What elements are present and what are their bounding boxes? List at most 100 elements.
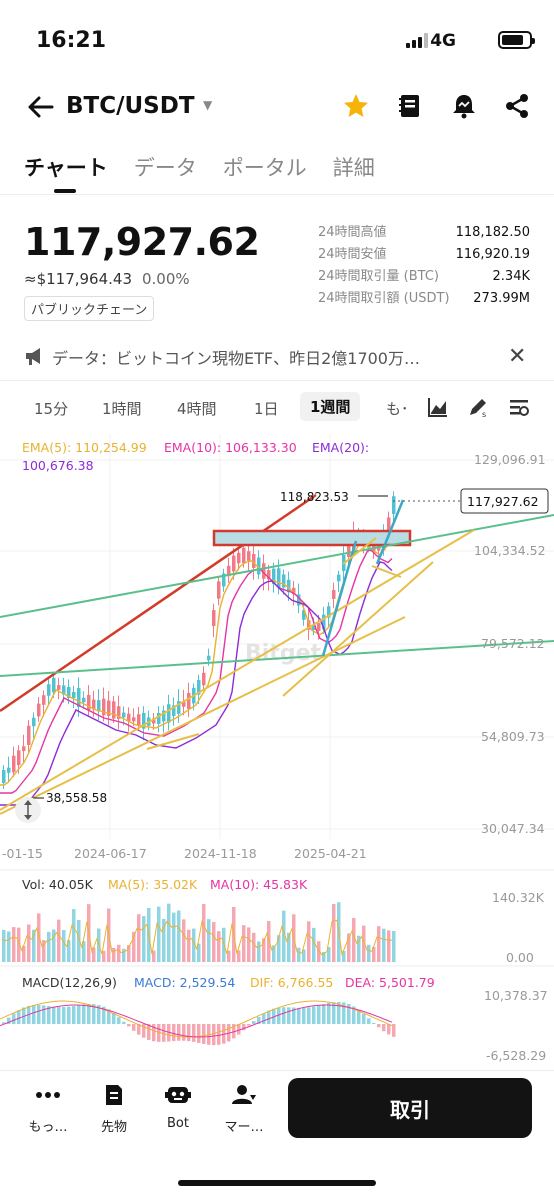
yellow-trendline-4[interactable] — [146, 733, 200, 750]
interval-1h[interactable]: 1時間 — [102, 400, 142, 418]
yellow-trendline-1[interactable] — [0, 529, 475, 811]
candle — [127, 713, 131, 722]
tab-data[interactable]: データ — [133, 156, 197, 180]
volume-bar — [17, 927, 21, 962]
kline-chart[interactable]: Bitget 117,927.62 118,823.53 38,558.58 1… — [0, 434, 554, 1070]
volume-bar — [152, 950, 156, 962]
draw-tool-icon[interactable]: s — [467, 396, 489, 418]
stat-value: 118,182.50 — [455, 225, 530, 240]
candle — [282, 574, 286, 588]
macd-bar — [267, 1010, 271, 1024]
market-button[interactable]: マー… — [214, 1080, 274, 1135]
green-trendline-upper[interactable] — [0, 514, 554, 618]
price-axis-label: 129,096.91 — [474, 452, 546, 467]
interval-more[interactable]: も･ — [386, 400, 409, 418]
volume-bar — [47, 931, 51, 962]
volume-ma-line — [1, 919, 393, 957]
futures-button[interactable]: 先物 — [84, 1080, 144, 1135]
interval-4h[interactable]: 4時間 — [177, 400, 217, 418]
candle — [232, 555, 236, 572]
volume-bar — [132, 931, 136, 962]
macd-bar — [387, 1024, 391, 1035]
announcement-text[interactable]: データ：ビットコイン現物ETF、昨日2億1700万… — [52, 349, 420, 368]
green-trendline-lower[interactable] — [0, 640, 554, 677]
macd-bar — [162, 1024, 166, 1042]
volume-bar — [162, 918, 166, 962]
tab-details[interactable]: 詳細 — [332, 156, 375, 180]
candle — [267, 570, 271, 580]
tab-portal[interactable]: ポータル — [222, 156, 307, 180]
candle — [177, 701, 181, 714]
resistance-zone-box[interactable] — [212, 529, 412, 547]
network-type: 4G — [430, 31, 456, 51]
macd-bar — [37, 1004, 41, 1024]
macd-bar — [212, 1024, 216, 1046]
yellow-trendline-2[interactable] — [0, 616, 406, 815]
back-arrow-icon[interactable] — [26, 92, 56, 122]
tab-chart[interactable]: チャート — [24, 156, 108, 180]
volume-bar — [197, 943, 201, 962]
drag-handle-icon[interactable] — [15, 797, 41, 823]
public-chain-badge[interactable]: パブリックチェーン — [24, 296, 155, 321]
trade-button[interactable]: 取引 — [288, 1078, 532, 1138]
macd-bar — [142, 1024, 146, 1038]
share-icon[interactable] — [503, 92, 531, 120]
tabs-divider — [0, 194, 554, 195]
close-icon[interactable]: ✕ — [508, 344, 527, 369]
candle — [37, 703, 41, 717]
candle — [7, 767, 11, 773]
volume-bar — [67, 940, 71, 962]
interval-1d[interactable]: 1日 — [254, 400, 279, 418]
macd-axis-bottom: -6,528.29 — [486, 1048, 546, 1063]
yellow-trendline-3[interactable] — [282, 561, 434, 697]
volume-bar — [127, 945, 131, 962]
macd-bar — [347, 1004, 351, 1024]
pair-dropdown-icon[interactable]: ▼ — [203, 98, 213, 112]
status-time: 16:21 — [36, 28, 107, 53]
candle — [152, 718, 156, 724]
favorite-star-icon[interactable] — [342, 92, 370, 120]
macd-bar — [82, 1004, 86, 1024]
macd-bar — [302, 1007, 306, 1024]
more-button[interactable]: もっ… — [18, 1080, 78, 1135]
blue-trendline-1[interactable] — [321, 540, 358, 657]
red-trendline[interactable] — [0, 493, 317, 713]
yellow-trendline-5[interactable] — [342, 537, 377, 565]
bot-button[interactable]: Bot — [148, 1080, 208, 1131]
blue-trendline-2[interactable] — [375, 499, 405, 565]
stat-value: 273.99M — [473, 291, 530, 306]
macd-bar — [367, 1018, 371, 1024]
bottom-bar-divider — [0, 1070, 554, 1071]
volume-bar — [167, 903, 171, 962]
macd-bar — [112, 1013, 116, 1024]
interval-1w[interactable]: 1週間 — [300, 392, 361, 421]
macd-bar — [332, 1002, 336, 1024]
user-drawings[interactable] — [0, 493, 554, 815]
volume-bar — [192, 928, 196, 962]
volume-bar — [252, 932, 256, 962]
yellow-trendline-6[interactable] — [371, 565, 402, 578]
stat-value: 2.34K — [492, 269, 530, 284]
chart-type-icon[interactable] — [427, 396, 449, 418]
pair-title[interactable]: BTC/USDT — [66, 93, 195, 119]
fiat-price: ≈$117,964.43 — [24, 270, 132, 288]
volume-bar — [217, 931, 221, 962]
candle — [187, 692, 191, 709]
price-alert-bell-icon[interactable] — [450, 92, 478, 120]
volume-bar — [22, 945, 26, 962]
macd-bar — [72, 1005, 76, 1024]
volume-bar — [157, 906, 161, 962]
macd-bar — [137, 1024, 141, 1035]
notebook-icon[interactable] — [396, 92, 424, 120]
indicator-settings-icon[interactable] — [508, 396, 530, 418]
interval-15m[interactable]: 15分 — [34, 400, 69, 418]
candle — [107, 700, 111, 716]
volume-bar — [322, 951, 326, 962]
volume-bar — [377, 926, 381, 962]
macd-bar — [182, 1024, 186, 1041]
volume-bar — [272, 945, 276, 962]
candle — [97, 700, 101, 712]
volume-bar — [27, 924, 31, 962]
macd-bar — [297, 1007, 301, 1024]
macd-bar — [317, 1005, 321, 1024]
